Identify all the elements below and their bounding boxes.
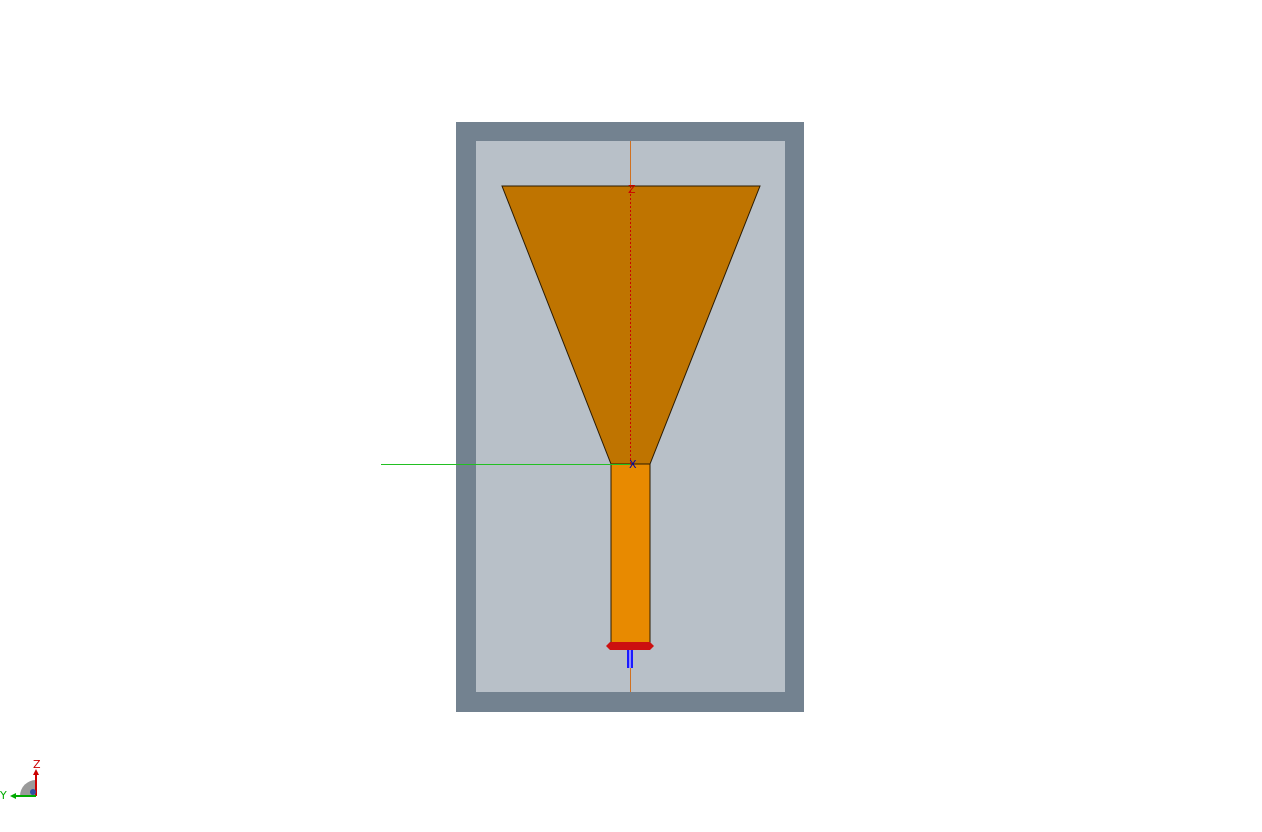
z-axis-label: Z	[628, 183, 636, 196]
triad-y-arrowhead	[10, 793, 16, 799]
port-icon[interactable]	[606, 642, 654, 668]
x-axis-label: X	[629, 458, 637, 471]
antenna-patch[interactable]	[501, 185, 761, 465]
triad-y-label: Y	[0, 789, 7, 802]
triad-origin	[30, 789, 36, 795]
triad-z-arrowhead	[33, 769, 39, 775]
orientation-triad[interactable]: Z Y	[0, 758, 41, 802]
feed-line[interactable]	[610, 463, 651, 647]
triad-z-label: Z	[33, 758, 41, 771]
